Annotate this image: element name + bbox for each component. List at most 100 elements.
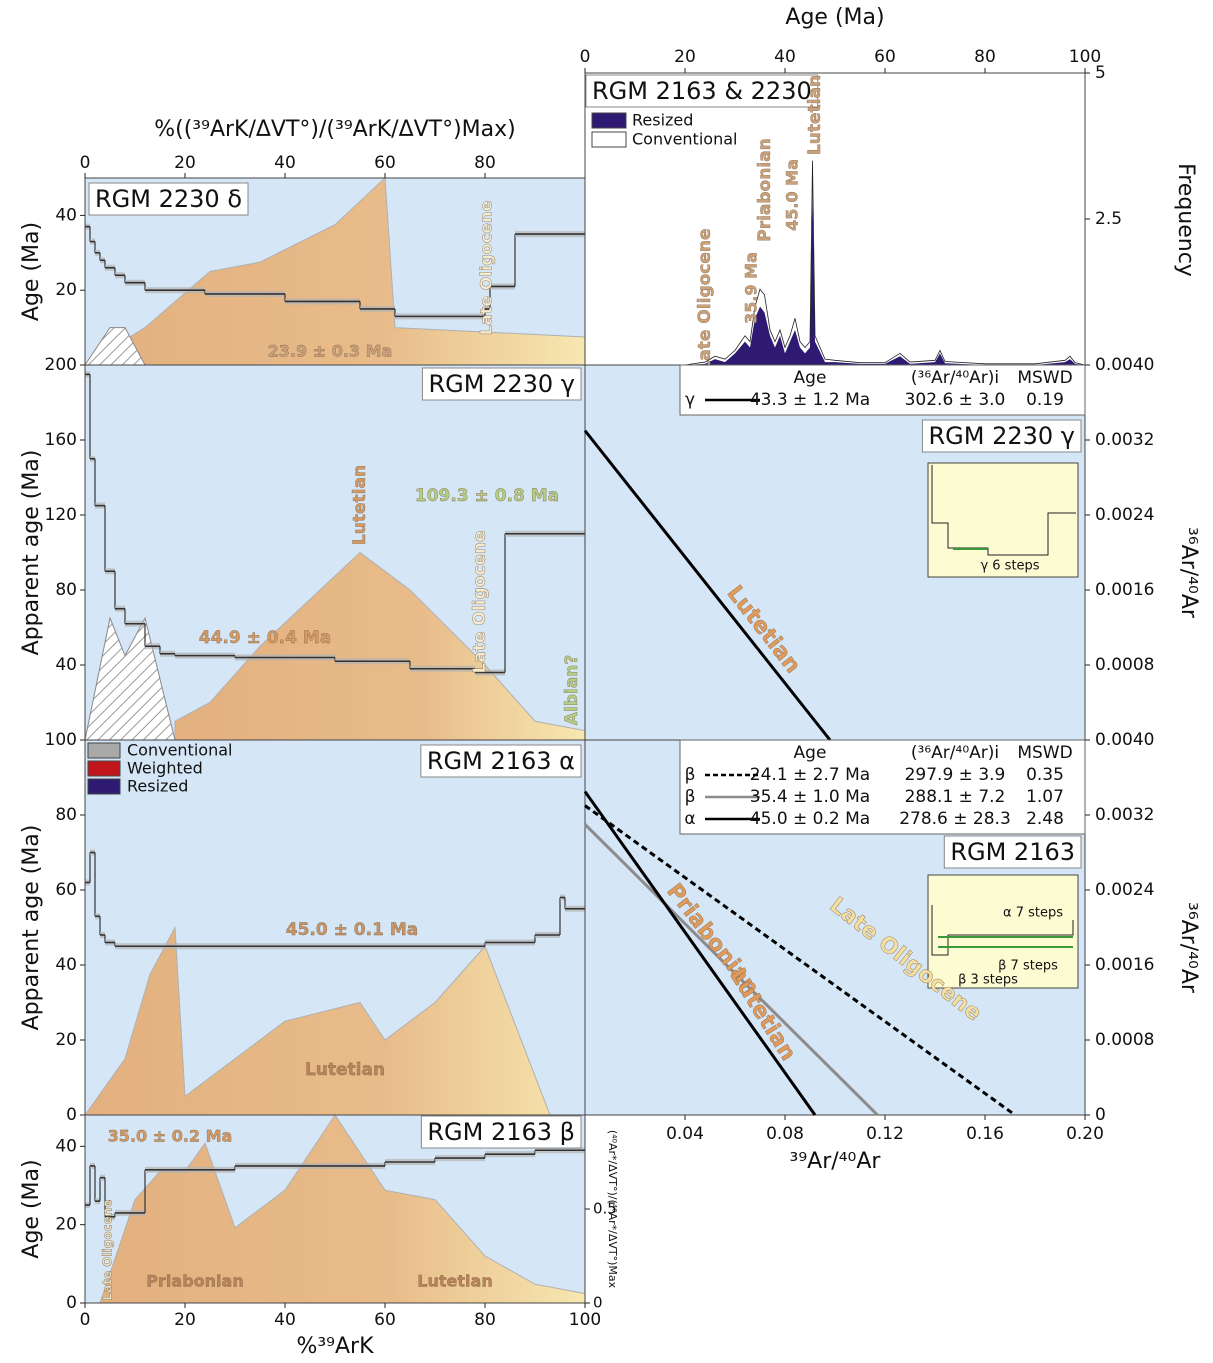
panel-title: RGM 2230 δ bbox=[95, 185, 242, 213]
annotation: 45.0 Ma bbox=[783, 159, 802, 231]
isochron-line bbox=[583, 790, 817, 1116]
legend-label: Resized bbox=[632, 111, 693, 130]
isochron-line bbox=[583, 429, 832, 741]
table-cell: 45.0 ± 0.2 Ma bbox=[750, 809, 870, 829]
table-cell: 297.9 ± 3.9 bbox=[905, 765, 1006, 785]
y-tick-label: 0 bbox=[1095, 1105, 1106, 1125]
inset bbox=[927, 874, 1079, 989]
fraction-area bbox=[84, 925, 585, 1116]
y-tick-label: 0.0024 bbox=[1095, 505, 1154, 525]
title-box bbox=[420, 744, 582, 778]
title-box bbox=[943, 835, 1082, 869]
results-table bbox=[679, 364, 1086, 416]
legend-label: Weighted bbox=[127, 759, 203, 778]
table-cell: 35.4 ± 1.0 Ma bbox=[750, 787, 870, 807]
table-cell: 2.48 bbox=[1026, 809, 1064, 829]
annotation: 35.0 ± 0.2 Ma bbox=[108, 1127, 233, 1146]
legend-swatch bbox=[591, 131, 627, 148]
annotation: 23.9 ± 0.3 Ma bbox=[268, 342, 393, 361]
x-tick-label: 0 bbox=[80, 153, 91, 173]
annotation: 44.9 ± 0.4 Ma bbox=[199, 628, 331, 648]
inset bbox=[927, 462, 1079, 578]
x-tick-label: 0 bbox=[80, 1310, 91, 1330]
title-box bbox=[421, 367, 582, 401]
x-axis-label: ³⁹Ar/⁴⁰Ar bbox=[790, 1149, 882, 1174]
x-tick-label: 20 bbox=[174, 153, 196, 173]
table-cell: 0.19 bbox=[1026, 390, 1064, 410]
y-tick-label: 0 bbox=[66, 1293, 77, 1313]
x-tick-label: 40 bbox=[274, 1310, 296, 1330]
y-tick-label: 0.0024 bbox=[1095, 880, 1154, 900]
table-row-label: γ bbox=[685, 390, 695, 410]
x-tick-label: 60 bbox=[874, 47, 896, 67]
x-tick-label: 80 bbox=[974, 47, 996, 67]
legend-swatch bbox=[87, 742, 121, 759]
annotation: Priabonian bbox=[755, 138, 775, 242]
x-tick-label: 60 bbox=[374, 1310, 396, 1330]
isochron-line bbox=[584, 804, 1016, 1117]
title-box bbox=[88, 182, 249, 216]
table-row-label: β bbox=[685, 765, 696, 785]
annotation: Late Oligocene bbox=[470, 530, 490, 673]
frequency-line bbox=[585, 160, 1086, 366]
y-axis-label: ³⁶Ar/⁴⁰Ar bbox=[1176, 527, 1201, 619]
x-tick-label: 40 bbox=[274, 153, 296, 173]
title-box bbox=[585, 74, 819, 108]
x-tick-label: 0.16 bbox=[966, 1124, 1004, 1144]
y-tick-label: 20 bbox=[55, 1215, 77, 1235]
annotation: Late Oligocene bbox=[695, 228, 715, 371]
table-header: MSWD bbox=[1017, 743, 1072, 763]
y-tick-label: 40 bbox=[55, 655, 77, 675]
y-tick-label: 0.0040 bbox=[1095, 730, 1154, 750]
annotation: Lutetian bbox=[805, 75, 825, 155]
table-cell: 302.6 ± 3.0 bbox=[905, 390, 1006, 410]
table-cell: 1.07 bbox=[1026, 787, 1064, 807]
legend-swatch bbox=[87, 778, 121, 795]
x-tick-label: 0.04 bbox=[666, 1124, 704, 1144]
annotation: Late Oligocene bbox=[477, 201, 496, 336]
table-cell: 278.6 ± 28.3 bbox=[899, 809, 1011, 829]
annotation: 109.3 ± 0.8 Ma bbox=[415, 486, 559, 506]
table-header: (³⁶Ar/⁴⁰Ar)i bbox=[911, 368, 999, 388]
legend-swatch bbox=[87, 760, 121, 777]
y-tick-label: 20 bbox=[55, 280, 77, 300]
panel-title: RGM 2163 & 2230 bbox=[592, 77, 812, 105]
y-tick-label: 5 bbox=[1095, 63, 1106, 83]
y2-tick-label: 0.5 bbox=[593, 1200, 617, 1218]
y-axis-label: Age (Ma) bbox=[19, 1159, 44, 1258]
y-tick-label: 0.0008 bbox=[1095, 1030, 1154, 1050]
table-row-label: β bbox=[685, 787, 696, 807]
y-tick-label: 0.0032 bbox=[1095, 430, 1154, 450]
y-axis-label: Frequency bbox=[1173, 163, 1198, 277]
table-cell: 24.1 ± 2.7 Ma bbox=[750, 765, 870, 785]
y2-tick-label: 0 bbox=[593, 1294, 603, 1312]
y-tick-label: 40 bbox=[55, 1136, 77, 1156]
title-box bbox=[921, 419, 1082, 453]
x-tick-label: 100 bbox=[1069, 47, 1101, 67]
y2-axis-label: (⁴⁰Ar*/ΔVT°)/(⁴⁰Ar*/ΔVT°)Max bbox=[606, 1130, 619, 1289]
table-cell: 0.35 bbox=[1026, 765, 1064, 785]
y-tick-label: 160 bbox=[45, 430, 77, 450]
table-header: MSWD bbox=[1017, 368, 1072, 388]
y-tick-label: 120 bbox=[45, 505, 77, 525]
panel-title: RGM 2163 bbox=[950, 838, 1075, 866]
annotation: 45.0 ± 0.1 Ma bbox=[286, 920, 418, 940]
y-tick-label: 40 bbox=[55, 205, 77, 225]
table-cell: 288.1 ± 7.2 bbox=[905, 787, 1006, 807]
inset-label: α 7 steps bbox=[1003, 906, 1063, 921]
y-tick-label: 80 bbox=[55, 580, 77, 600]
y-axis-label: ³⁶Ar/⁴⁰Ar bbox=[1176, 902, 1201, 994]
x-tick-label: 100 bbox=[569, 1310, 601, 1330]
y-tick-label: 0.0032 bbox=[1095, 805, 1154, 825]
panel-title: RGM 2163 α bbox=[427, 747, 575, 775]
y-tick-label: 200 bbox=[45, 355, 77, 375]
y-tick-label: 100 bbox=[45, 730, 77, 750]
y-axis-label: Apparent age (Ma) bbox=[19, 825, 44, 1031]
legend-label: Resized bbox=[127, 777, 188, 796]
y-tick-label: 40 bbox=[55, 955, 77, 975]
annotation: Late Oligocene bbox=[101, 1200, 115, 1301]
annotation: 35.9 Ma bbox=[742, 252, 761, 324]
y-tick-label: 0.0016 bbox=[1095, 580, 1154, 600]
table-row-label: α bbox=[684, 809, 695, 829]
